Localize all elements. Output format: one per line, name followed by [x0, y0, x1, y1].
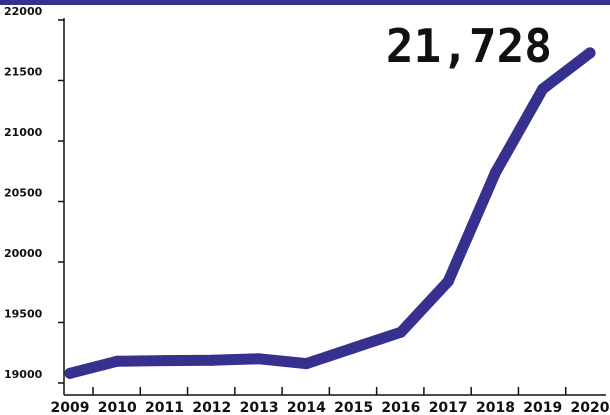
data-point — [300, 358, 312, 370]
y-tick-label: 19000 — [4, 368, 43, 381]
data-point — [584, 47, 596, 59]
x-tick-label: 2011 — [145, 400, 184, 415]
x-tick-label: 2018 — [476, 400, 515, 415]
y-tick-label: 19500 — [4, 308, 43, 321]
data-point — [395, 326, 407, 338]
x-tick-label: 2009 — [51, 400, 90, 415]
x-tick-label: 2019 — [523, 400, 562, 415]
data-point — [159, 355, 171, 367]
x-tick-label: 2013 — [240, 400, 279, 415]
header-band — [0, 0, 610, 5]
x-tick-label: 2017 — [429, 400, 468, 415]
data-point — [442, 275, 454, 287]
x-tick-label: 2012 — [192, 400, 231, 415]
data-point — [64, 367, 76, 379]
x-axis-ticks: 2009 2010 2011 2012 2013 2014 2015 2016 2017 2018… — [51, 387, 610, 415]
series-line — [64, 47, 596, 379]
latest-value-callout: 21,728 — [386, 19, 552, 73]
y-axis-ticks: 19000 19500 20000 20500 21000 21500 22000 — [4, 5, 64, 384]
y-tick-label: 21000 — [4, 126, 43, 139]
data-point — [348, 342, 360, 354]
data-point — [253, 353, 265, 365]
data-point — [537, 83, 549, 95]
data-point — [206, 354, 218, 366]
data-points — [64, 47, 596, 379]
x-tick-label: 2010 — [98, 400, 137, 415]
x-tick-label: 2020 — [571, 400, 610, 415]
y-tick-label: 21500 — [4, 66, 43, 79]
data-point — [111, 355, 123, 367]
y-tick-label: 20000 — [4, 247, 43, 260]
y-tick-label: 22000 — [4, 5, 43, 18]
x-tick-label: 2016 — [381, 400, 420, 415]
y-tick-label: 20500 — [4, 187, 43, 200]
axes — [63, 18, 606, 396]
x-tick-label: 2014 — [287, 400, 326, 415]
x-tick-label: 2015 — [334, 400, 373, 415]
data-point — [489, 166, 501, 178]
